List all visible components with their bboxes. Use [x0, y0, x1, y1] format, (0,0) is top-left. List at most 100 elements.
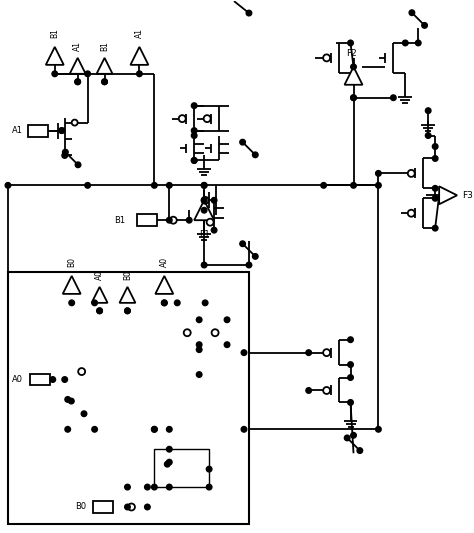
Circle shape [348, 362, 353, 367]
Circle shape [306, 387, 311, 393]
Circle shape [211, 228, 217, 233]
Polygon shape [46, 47, 64, 65]
Text: B0: B0 [75, 503, 86, 512]
Circle shape [125, 504, 130, 510]
Circle shape [201, 183, 207, 188]
Circle shape [253, 254, 258, 259]
Circle shape [196, 317, 202, 322]
Text: B1: B1 [100, 41, 109, 51]
Bar [30, 374, 50, 385]
Circle shape [422, 22, 428, 28]
Text: B0: B0 [67, 257, 76, 267]
Polygon shape [91, 287, 108, 303]
Circle shape [323, 387, 330, 394]
Circle shape [152, 426, 157, 432]
Circle shape [201, 207, 207, 213]
Bar [8, 272, 249, 524]
Circle shape [152, 484, 157, 490]
Circle shape [59, 128, 64, 133]
Polygon shape [70, 58, 86, 74]
Circle shape [351, 95, 356, 101]
Circle shape [152, 183, 157, 188]
Circle shape [348, 400, 353, 405]
Circle shape [125, 308, 130, 313]
Circle shape [75, 162, 81, 167]
Text: B0: B0 [123, 270, 132, 280]
Circle shape [391, 95, 396, 101]
Circle shape [241, 350, 247, 356]
Text: A0: A0 [12, 375, 23, 384]
Circle shape [186, 217, 192, 223]
Circle shape [145, 484, 150, 490]
Circle shape [206, 466, 212, 472]
Text: B1: B1 [115, 216, 126, 225]
Circle shape [375, 426, 381, 432]
Circle shape [207, 219, 214, 225]
Circle shape [321, 183, 327, 188]
Circle shape [408, 170, 415, 177]
Circle shape [204, 115, 210, 122]
Circle shape [170, 217, 177, 224]
Circle shape [348, 40, 353, 46]
Circle shape [201, 197, 209, 204]
Circle shape [240, 241, 246, 247]
Circle shape [125, 308, 130, 313]
Circle shape [63, 149, 68, 155]
Text: A0: A0 [160, 257, 169, 267]
Circle shape [351, 64, 356, 70]
Circle shape [174, 300, 180, 305]
Circle shape [246, 262, 252, 268]
Circle shape [432, 156, 438, 161]
Bar [155, 449, 209, 487]
Circle shape [201, 183, 207, 188]
Polygon shape [97, 58, 112, 74]
Circle shape [246, 10, 252, 16]
Circle shape [59, 128, 64, 133]
Text: F2: F2 [346, 49, 357, 58]
Bar [137, 214, 157, 226]
Circle shape [97, 308, 102, 313]
Circle shape [415, 40, 421, 46]
Text: A0: A0 [95, 270, 104, 280]
Circle shape [78, 368, 85, 375]
Circle shape [425, 133, 431, 139]
Circle shape [211, 198, 217, 203]
Text: B1: B1 [50, 28, 59, 38]
Circle shape [137, 71, 142, 77]
Circle shape [166, 426, 172, 432]
Circle shape [102, 79, 107, 85]
Circle shape [409, 10, 415, 15]
Circle shape [152, 426, 157, 432]
Circle shape [432, 225, 438, 231]
Circle shape [69, 398, 74, 404]
Bar [28, 125, 48, 136]
Circle shape [348, 337, 353, 343]
Circle shape [323, 54, 330, 61]
Circle shape [241, 426, 247, 432]
Polygon shape [345, 67, 363, 85]
Circle shape [65, 426, 71, 432]
Circle shape [224, 342, 230, 348]
Polygon shape [119, 287, 136, 303]
Circle shape [69, 300, 74, 305]
Circle shape [145, 504, 150, 510]
Circle shape [97, 308, 102, 313]
Circle shape [92, 426, 97, 432]
Circle shape [166, 447, 172, 452]
Circle shape [206, 484, 212, 490]
Polygon shape [63, 276, 81, 294]
Circle shape [191, 103, 197, 109]
Circle shape [224, 317, 230, 322]
Circle shape [375, 171, 381, 176]
Circle shape [166, 484, 172, 490]
Circle shape [351, 183, 356, 188]
Circle shape [50, 377, 55, 382]
Circle shape [201, 198, 207, 203]
Circle shape [65, 397, 71, 402]
Circle shape [240, 139, 246, 145]
Circle shape [351, 95, 356, 101]
Circle shape [196, 342, 202, 348]
Circle shape [425, 108, 431, 114]
Circle shape [166, 459, 172, 465]
Circle shape [196, 347, 202, 352]
